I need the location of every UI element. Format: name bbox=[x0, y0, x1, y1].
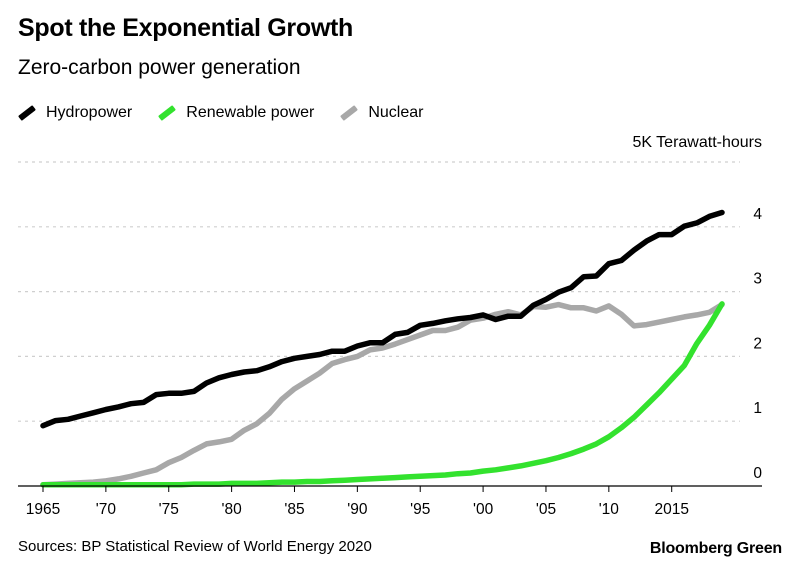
legend-label-hydropower: Hydropower bbox=[46, 104, 133, 121]
legend-label-renewable: Renewable power bbox=[186, 104, 315, 121]
x-tick-label: '75 bbox=[159, 501, 179, 518]
source-note: Sources: BP Statistical Review of World … bbox=[18, 538, 372, 555]
series-lines bbox=[40, 209, 725, 488]
series-line-nuclear bbox=[40, 301, 725, 488]
x-tick-label: 1965 bbox=[26, 501, 60, 518]
x-tick-label: '95 bbox=[410, 501, 430, 518]
gridlines bbox=[18, 161, 740, 422]
y-tick-label: 4 bbox=[753, 206, 762, 223]
x-tick-label: '90 bbox=[347, 501, 368, 518]
series-line-hydropower bbox=[40, 209, 725, 429]
x-tick-label: '00 bbox=[473, 501, 494, 518]
legend-item-hydropower: Hydropower bbox=[18, 104, 132, 122]
y-axis-unit-label: 5K Terawatt-hours bbox=[632, 134, 762, 151]
x-tick-label: '85 bbox=[284, 501, 304, 518]
x-tick-label: '80 bbox=[222, 501, 243, 518]
legend-item-nuclear: Nuclear bbox=[340, 104, 423, 122]
chart-title: Spot the Exponential Growth bbox=[18, 14, 353, 42]
series-line-renewable-power bbox=[40, 301, 725, 488]
y-tick-label: 3 bbox=[753, 271, 762, 288]
x-tick-labels: 1965 '70 '75 '80 '85 '90 '95 '00 '05 '10 2015 bbox=[26, 501, 689, 518]
x-tick-label: '70 bbox=[96, 501, 117, 518]
legend-item-renewable: Renewable power bbox=[158, 104, 314, 122]
x-tick-label: '05 bbox=[536, 501, 556, 518]
x-tick-label: 2015 bbox=[654, 501, 688, 518]
x-axis bbox=[18, 485, 762, 492]
legend: Hydropower Renewable power Nuclear bbox=[18, 104, 449, 122]
y-tick-label: 0 bbox=[753, 465, 762, 482]
y-tick-label: 1 bbox=[753, 400, 762, 417]
y-tick-labels: 0 1 2 3 4 bbox=[753, 206, 762, 482]
brand-logo: Bloomberg Green bbox=[649, 540, 782, 557]
chart-subtitle: Zero-carbon power generation bbox=[18, 56, 301, 79]
legend-label-nuclear: Nuclear bbox=[368, 104, 424, 121]
y-tick-label: 2 bbox=[753, 335, 762, 352]
x-tick-label: '10 bbox=[599, 501, 620, 518]
